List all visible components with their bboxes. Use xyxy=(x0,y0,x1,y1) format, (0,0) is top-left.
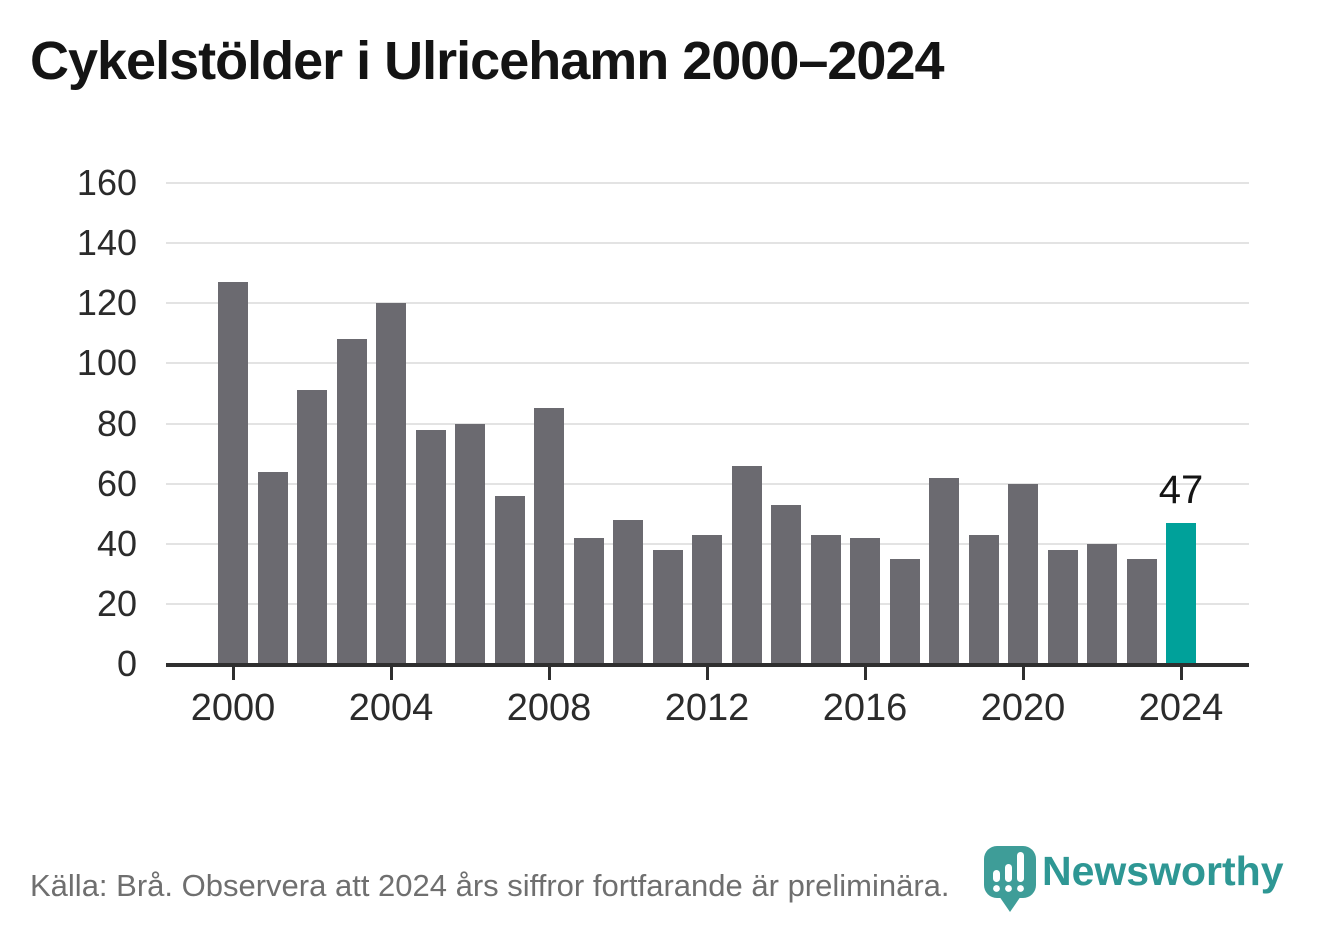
bar-2003 xyxy=(336,339,367,664)
x-axis-tick-2004 xyxy=(389,667,393,680)
y-axis-tick-label-60: 60 xyxy=(96,462,137,504)
gridline-120 xyxy=(166,302,1249,305)
y-axis-tick-label-100: 100 xyxy=(76,342,137,384)
chart-title: Cykelstölder i Ulricehamn 2000–2024 xyxy=(30,31,945,91)
bar-2019 xyxy=(968,534,999,664)
bar-2014 xyxy=(771,504,801,664)
bar-2004 xyxy=(376,303,406,664)
bar-chart-pin-icon xyxy=(984,846,1036,912)
bar-2010 xyxy=(613,519,643,664)
footer-source-text: Källa: Brå. Observera att 2024 års siffr… xyxy=(30,868,950,903)
bar-2015 xyxy=(810,534,841,664)
y-axis-tick-label-160: 160 xyxy=(76,162,137,203)
y-axis-tick-label-0: 0 xyxy=(116,643,137,684)
logo-text: Newsworthy xyxy=(1042,848,1284,894)
bar-2022 xyxy=(1087,543,1117,664)
x-axis-tick-label-2008: 2008 xyxy=(506,687,592,729)
x-axis-tick-label-2024: 2024 xyxy=(1138,687,1224,729)
x-axis-tick-label-2012: 2012 xyxy=(664,687,750,729)
x-axis-tick-2016 xyxy=(863,667,867,680)
bar-value-annotation: 47 xyxy=(1158,468,1204,512)
x-axis-tick-label-2004: 2004 xyxy=(348,687,434,729)
bar-2016 xyxy=(850,537,880,664)
bar-2011 xyxy=(652,549,683,664)
bar-2007 xyxy=(494,495,525,664)
gridline-60 xyxy=(166,482,1249,485)
x-axis-tick-2020 xyxy=(1021,667,1025,680)
x-axis-tick-label-2000: 2000 xyxy=(190,687,276,729)
bar-2013 xyxy=(731,465,762,664)
x-axis-tick-label-2016: 2016 xyxy=(822,687,908,729)
bar-2005 xyxy=(415,429,446,664)
gridline-140 xyxy=(166,242,1249,245)
gridline-100 xyxy=(166,362,1249,365)
y-axis-tick-label-120: 120 xyxy=(76,282,137,324)
gridline-160 xyxy=(166,182,1249,184)
bar-2009 xyxy=(573,537,604,664)
bar-2018 xyxy=(929,477,959,664)
bar-2000 xyxy=(218,282,248,664)
newsworthy-logo[interactable]: Newsworthy xyxy=(980,840,1300,930)
x-axis-tick-2008 xyxy=(547,667,551,680)
x-axis-tick-2024 xyxy=(1179,667,1183,680)
bar-2017 xyxy=(889,558,920,664)
bar-2023 xyxy=(1126,558,1157,664)
bar-2020 xyxy=(1008,483,1038,664)
x-axis-tick-2012 xyxy=(705,667,709,680)
bar-2008 xyxy=(534,408,564,664)
bar-2012 xyxy=(692,534,722,664)
y-axis-tick-label-80: 80 xyxy=(96,402,137,444)
y-axis-tick-label-140: 140 xyxy=(76,222,137,264)
y-axis-tick-label-20: 20 xyxy=(96,582,137,624)
x-axis-line xyxy=(166,663,1249,667)
x-axis-tick-label-2020: 2020 xyxy=(980,687,1066,729)
gridline-80 xyxy=(166,422,1249,425)
bar-2006 xyxy=(455,423,485,664)
y-axis-tick-label-40: 40 xyxy=(96,522,137,564)
bar-2001 xyxy=(257,471,288,664)
x-axis-tick-2000 xyxy=(231,667,235,680)
bar-2024 xyxy=(1166,522,1196,664)
bar-2021 xyxy=(1047,549,1078,664)
bar-2002 xyxy=(297,390,327,664)
